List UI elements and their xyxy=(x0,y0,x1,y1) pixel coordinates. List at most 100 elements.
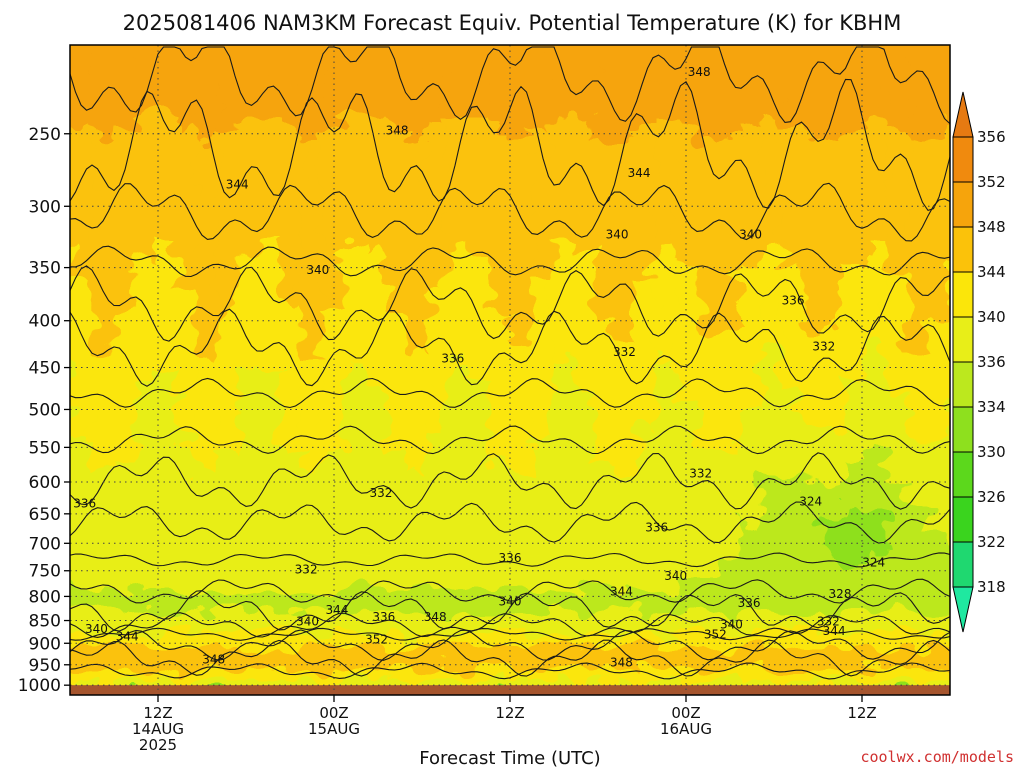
field-cell xyxy=(447,439,470,452)
field-cell xyxy=(886,312,909,325)
field-cell xyxy=(112,151,135,164)
field-cell xyxy=(823,209,846,222)
field-cell xyxy=(238,255,261,268)
field-cell xyxy=(175,588,198,601)
field-cell xyxy=(112,105,135,118)
field-cell xyxy=(154,427,177,440)
field-cell xyxy=(635,220,658,233)
field-cell xyxy=(656,646,679,659)
field-cell xyxy=(593,151,616,164)
field-cell xyxy=(844,48,867,61)
field-cell xyxy=(865,82,888,95)
field-cell xyxy=(154,220,177,233)
field-cell xyxy=(886,289,909,302)
field-cell xyxy=(113,704,135,717)
field-cell xyxy=(238,324,261,337)
field-cell xyxy=(886,370,909,383)
field-cell xyxy=(196,404,219,417)
field-cell xyxy=(238,48,261,61)
field-cell xyxy=(551,416,574,429)
field-cell xyxy=(782,704,804,717)
field-cell xyxy=(91,128,114,141)
field-cell xyxy=(70,542,93,555)
field-cell xyxy=(802,462,825,475)
field-cell xyxy=(447,565,470,578)
field-cell xyxy=(112,197,135,210)
field-cell xyxy=(844,577,867,590)
field-cell xyxy=(447,657,470,670)
field-cell xyxy=(760,657,783,670)
field-cell xyxy=(886,347,909,360)
field-cell xyxy=(510,255,532,268)
field-cell xyxy=(489,117,511,130)
field-cell xyxy=(614,335,637,348)
field-cell xyxy=(781,59,804,72)
field-cell xyxy=(907,174,930,187)
field-cell xyxy=(196,243,219,256)
field-cell xyxy=(175,646,198,659)
field-cell xyxy=(259,255,281,268)
field-cell xyxy=(280,312,302,325)
field-cell xyxy=(363,404,386,417)
contour-label-text: 332 xyxy=(369,486,392,500)
field-cell xyxy=(154,634,177,647)
field-cell xyxy=(384,105,407,118)
field-cell xyxy=(572,565,595,578)
field-cell xyxy=(112,335,135,348)
field-cell xyxy=(530,278,553,291)
field-cell xyxy=(719,163,741,176)
field-cell xyxy=(468,209,491,222)
field-cell xyxy=(865,462,888,475)
field-cell xyxy=(447,393,470,406)
field-cell xyxy=(740,519,762,532)
field-cell xyxy=(384,312,407,325)
field-cell xyxy=(740,554,762,567)
field-cell xyxy=(677,646,700,659)
field-cell xyxy=(363,197,386,210)
field-cell xyxy=(740,266,762,279)
field-cell xyxy=(133,335,156,348)
field-cell xyxy=(614,197,637,210)
y-tick-label: 1000 xyxy=(18,676,61,696)
field-cell xyxy=(489,140,511,153)
field-cell xyxy=(196,565,219,578)
field-cell xyxy=(363,450,386,463)
field-cell xyxy=(719,439,741,452)
field-cell xyxy=(760,462,783,475)
field-cell xyxy=(907,105,930,118)
field-cell xyxy=(300,45,323,49)
field-cell xyxy=(259,232,281,245)
field-cell xyxy=(760,255,783,268)
field-cell xyxy=(886,220,909,233)
field-cell xyxy=(133,312,156,325)
field-cell xyxy=(468,347,491,360)
field-cell xyxy=(802,416,825,429)
contour-label: 336 xyxy=(441,352,464,366)
field-cell xyxy=(677,462,700,475)
field-cell xyxy=(489,301,511,314)
field-cell xyxy=(133,519,156,532)
field-cell xyxy=(530,266,553,279)
field-cell xyxy=(196,508,219,521)
field-cell xyxy=(844,174,867,187)
field-cell xyxy=(572,531,595,544)
field-cell xyxy=(489,462,511,475)
credit-link[interactable]: coolwx.com/models xyxy=(860,748,1014,766)
field-cell xyxy=(426,496,449,509)
field-cell xyxy=(510,577,532,590)
field-cell xyxy=(886,393,909,406)
field-cell xyxy=(760,312,783,325)
field-cell xyxy=(91,266,114,279)
field-cell xyxy=(572,209,595,222)
field-cell xyxy=(133,59,156,72)
field-cell xyxy=(259,266,281,279)
field-cell xyxy=(321,94,344,107)
field-cell xyxy=(280,335,302,348)
field-cell xyxy=(154,151,177,164)
contour-label: 332 xyxy=(295,563,318,577)
field-cell xyxy=(823,312,846,325)
field-cell xyxy=(593,370,616,383)
field-cell xyxy=(133,301,156,314)
field-cell xyxy=(656,508,679,521)
field-cell xyxy=(865,174,888,187)
